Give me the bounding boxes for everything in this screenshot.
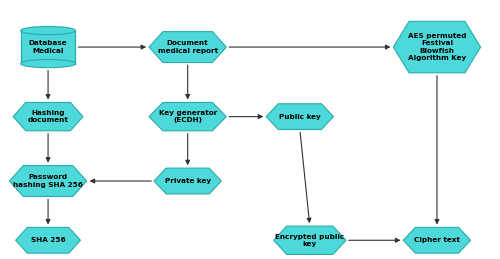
- Text: Cipher text: Cipher text: [414, 237, 460, 243]
- Polygon shape: [149, 32, 226, 62]
- Text: Public key: Public key: [279, 114, 320, 120]
- Ellipse shape: [20, 26, 76, 35]
- Polygon shape: [266, 104, 334, 130]
- Text: SHA 256: SHA 256: [31, 237, 66, 243]
- Text: Private key: Private key: [164, 178, 210, 184]
- Polygon shape: [394, 21, 480, 73]
- Text: AES permuted
Festival
Blowfish
Algorithm Key: AES permuted Festival Blowfish Algorithm…: [408, 33, 466, 61]
- Polygon shape: [10, 166, 86, 197]
- Text: Password
hashing SHA 256: Password hashing SHA 256: [13, 174, 83, 188]
- Polygon shape: [16, 227, 80, 253]
- Polygon shape: [404, 227, 470, 253]
- Polygon shape: [274, 226, 346, 254]
- Text: Encrypted public
key: Encrypted public key: [276, 234, 344, 247]
- Polygon shape: [154, 168, 222, 194]
- Polygon shape: [20, 31, 76, 63]
- Polygon shape: [13, 103, 83, 131]
- Ellipse shape: [20, 59, 76, 68]
- Text: Hashing
document: Hashing document: [28, 110, 68, 123]
- Polygon shape: [149, 103, 226, 131]
- Text: Database
Medical: Database Medical: [29, 40, 68, 54]
- Text: Document
medical report: Document medical report: [158, 40, 218, 54]
- Text: Key generator
(ECDH): Key generator (ECDH): [158, 110, 217, 123]
